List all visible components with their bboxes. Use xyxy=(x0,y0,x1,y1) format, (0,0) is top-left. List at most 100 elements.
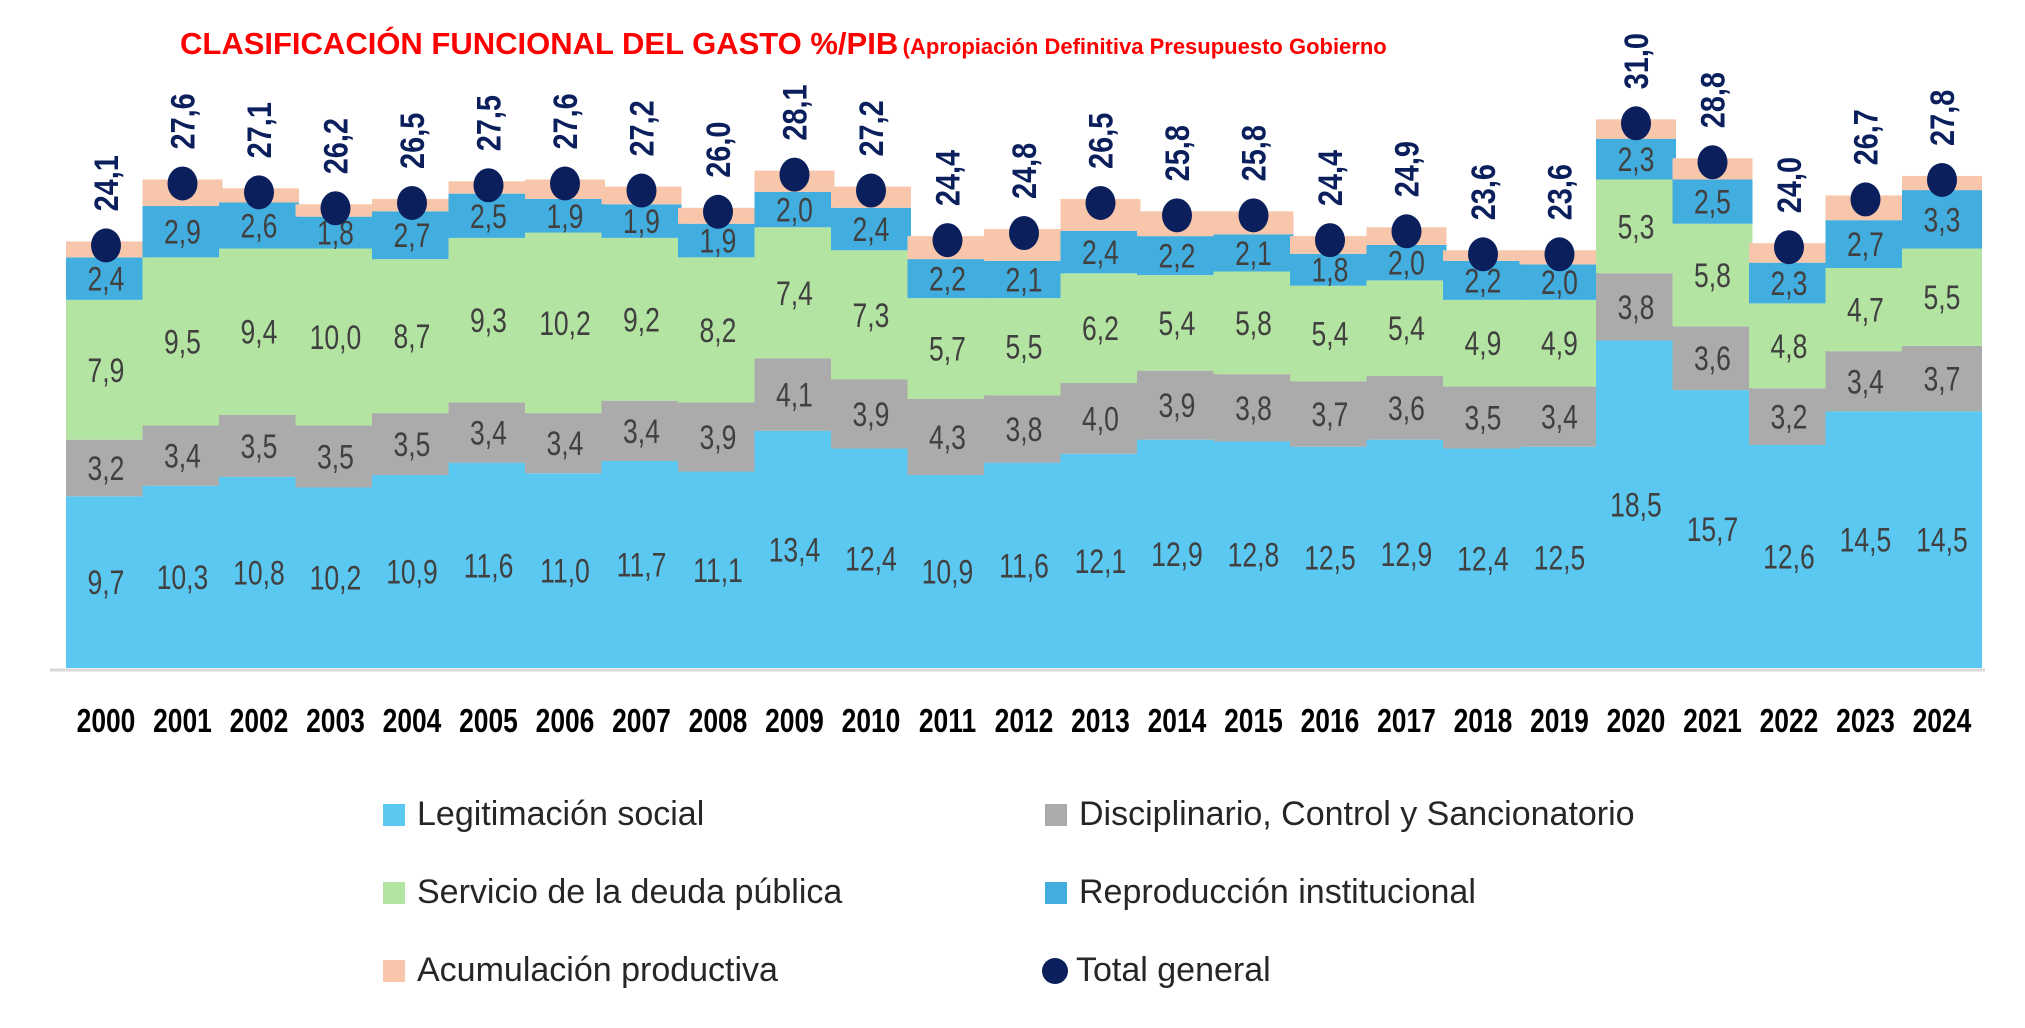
legend-swatch xyxy=(383,803,405,826)
chart-subtitle: (Apropiación Definitiva Presupuesto Gobi… xyxy=(902,34,1387,59)
segment-label: 12,4 xyxy=(1457,540,1509,578)
segment-label: 10,8 xyxy=(233,554,285,592)
bar-segment-0 xyxy=(1366,439,1447,668)
bar-segment-0 xyxy=(1519,446,1600,668)
segment-label: 3,8 xyxy=(1618,289,1655,327)
segment-label: 3,5 xyxy=(1465,399,1502,437)
bar-segment-0 xyxy=(1672,390,1753,668)
x-tick-label: 2010 xyxy=(842,703,901,739)
segment-label: 10,9 xyxy=(386,553,438,591)
total-marker xyxy=(1315,223,1345,258)
bar-segment-1 xyxy=(66,439,146,497)
segment-label: 2,7 xyxy=(394,217,431,255)
total-marker xyxy=(397,185,427,220)
total-marker xyxy=(1621,106,1651,141)
segment-label: 10,3 xyxy=(157,559,209,597)
segment-label: 1,9 xyxy=(547,198,584,236)
bar-segment-1 xyxy=(678,402,758,472)
total-label: 27,2 xyxy=(852,100,891,156)
total-label: 24,0 xyxy=(1770,157,1809,213)
segment-label: 8,2 xyxy=(700,312,737,350)
total-marker xyxy=(1927,162,1957,197)
segment-label: 3,9 xyxy=(1159,387,1196,425)
total-label: 24,4 xyxy=(928,149,967,206)
segment-label: 2,9 xyxy=(164,214,201,252)
bar-segment-1 xyxy=(754,358,835,431)
segment-label: 12,5 xyxy=(1534,539,1586,577)
legend-marker xyxy=(1042,957,1068,984)
total-label: 26,7 xyxy=(1846,109,1885,165)
total-label: 23,6 xyxy=(1540,164,1579,220)
segment-label: 7,3 xyxy=(853,297,890,335)
bar-segment-1 xyxy=(1213,374,1294,442)
x-tick-label: 2007 xyxy=(612,703,671,739)
total-label: 24,4 xyxy=(1311,149,1350,206)
bar-segment-3 xyxy=(754,191,835,228)
bar-segment-1 xyxy=(295,425,376,488)
segment-label: 3,3 xyxy=(1924,201,1961,239)
x-tick-label: 2008 xyxy=(689,703,748,739)
legend-label: Servicio de la deuda pública xyxy=(417,873,843,911)
segment-label: 2,7 xyxy=(1847,226,1884,264)
segment-label: 12,5 xyxy=(1304,539,1356,577)
total-marker xyxy=(1238,198,1269,233)
bar-segment-0 xyxy=(1902,411,1982,668)
segment-label: 8,7 xyxy=(394,318,431,356)
bar-segment-2 xyxy=(448,237,529,403)
total-marker xyxy=(1850,182,1881,217)
segment-label: 4,9 xyxy=(1465,325,1502,363)
x-tick-label: 2006 xyxy=(536,703,595,739)
bar-segment-3 xyxy=(984,260,1064,299)
bar-segment-2 xyxy=(1290,285,1370,382)
bar-segment-3 xyxy=(1596,138,1676,180)
bar-segment-1 xyxy=(1749,388,1829,445)
segment-label: 9,5 xyxy=(164,323,201,361)
legend-item-acumulacion: Acumulación productiva xyxy=(383,951,778,990)
segment-label: 12,9 xyxy=(1381,536,1433,574)
total-marker xyxy=(856,173,886,208)
segment-label: 2,5 xyxy=(470,198,507,236)
bar-segment-3 xyxy=(525,198,605,233)
segment-label: 2,6 xyxy=(241,207,278,245)
total-marker xyxy=(473,168,504,203)
x-tick-label: 2002 xyxy=(230,703,289,739)
total-marker xyxy=(1774,230,1804,265)
segment-label: 4,1 xyxy=(776,376,813,414)
bar-segment-2 xyxy=(372,259,452,414)
segment-label: 4,3 xyxy=(929,419,966,457)
segment-label: 3,8 xyxy=(1235,390,1272,428)
x-tick-label: 2001 xyxy=(153,703,212,739)
bar-segment-1 xyxy=(831,379,911,449)
total-label: 26,5 xyxy=(1081,113,1120,169)
segment-label: 14,5 xyxy=(1840,522,1892,560)
segment-label: 10,0 xyxy=(310,319,362,357)
legend-label: Acumulación productiva xyxy=(417,951,778,989)
segment-label: 12,8 xyxy=(1228,537,1280,575)
bar-segment-1 xyxy=(142,425,223,486)
segment-label: 3,7 xyxy=(1312,396,1349,434)
segment-label: 3,5 xyxy=(394,426,431,464)
total-marker xyxy=(244,175,274,210)
segment-label: 4,7 xyxy=(1847,291,1884,329)
bar-segment-1 xyxy=(601,400,682,461)
segment-label: 2,2 xyxy=(1159,237,1196,275)
bar-segment-0 xyxy=(754,430,835,668)
segment-label: 3,2 xyxy=(88,450,125,488)
bar-segment-3 xyxy=(907,259,988,299)
segment-label: 11,0 xyxy=(540,553,590,591)
total-marker xyxy=(550,166,580,201)
x-tick-label: 2014 xyxy=(1148,703,1207,739)
bar-segment-2 xyxy=(525,232,605,414)
segment-label: 5,4 xyxy=(1312,315,1349,353)
total-marker xyxy=(1468,237,1498,272)
bar-segment-0 xyxy=(984,462,1064,668)
segment-label: 3,4 xyxy=(1541,399,1578,437)
bar-segment-3 xyxy=(66,257,146,300)
total-marker xyxy=(320,191,351,226)
total-label: 26,0 xyxy=(699,122,738,178)
bar-segment-0 xyxy=(219,476,299,668)
segment-label: 2,2 xyxy=(929,260,966,298)
bar-segment-1 xyxy=(525,413,605,474)
x-tick-label: 2016 xyxy=(1301,703,1360,739)
legend-swatch xyxy=(1045,803,1067,826)
